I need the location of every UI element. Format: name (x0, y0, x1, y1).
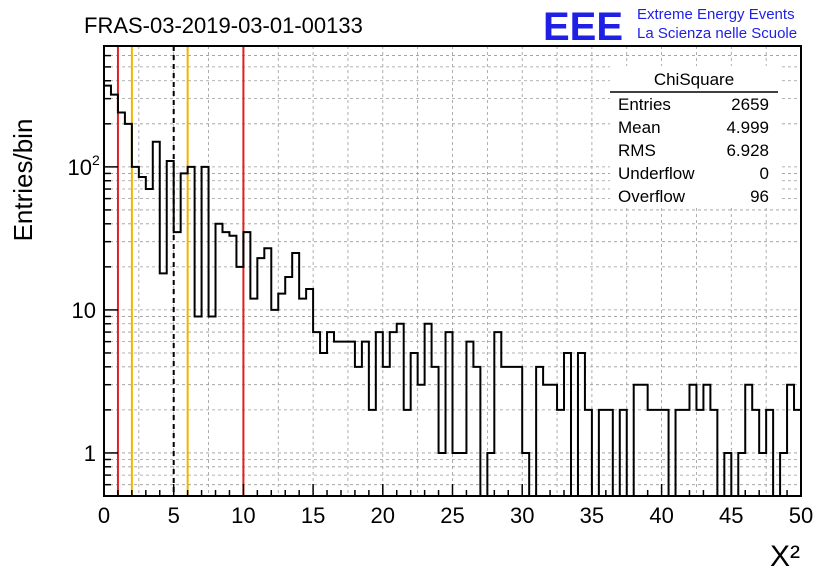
stats-row-label: Entries (618, 95, 671, 114)
x-tick-label: 40 (649, 503, 673, 528)
x-tick-label: 20 (371, 503, 395, 528)
stats-row-value: 4.999 (726, 118, 769, 137)
eee-logo: EEE Extreme Energy Events La Scienza nel… (543, 5, 797, 49)
stats-row-label: Mean (618, 118, 661, 137)
x-tick-label: 10 (231, 503, 255, 528)
y-tick-label: 10 (72, 298, 96, 323)
x-axis-label: X² (770, 540, 800, 572)
stats-box-bg (610, 66, 780, 206)
stats-row-value: 2659 (731, 95, 769, 114)
stats-box: ChiSquare Entries 2659 Mean 4.999 RMS 6.928 Un… (610, 66, 780, 206)
stats-row-label: RMS (618, 141, 656, 160)
x-tick-label: 35 (580, 503, 604, 528)
y-axis-label: Entries/bin (8, 119, 38, 242)
stats-row-label: Overflow (618, 187, 686, 206)
eee-logo-text: EEE (543, 5, 623, 49)
x-tick-label: 0 (98, 503, 110, 528)
histogram-bins (104, 84, 801, 497)
stats-row-value: 6.928 (726, 141, 769, 160)
marker-lines (116, 46, 245, 496)
stats-row-value: 96 (750, 187, 769, 206)
stats-row-value: 0 (760, 164, 769, 183)
x-tick-label: 5 (168, 503, 180, 528)
stats-row-label: Underflow (618, 164, 695, 183)
x-tick-label: 25 (440, 503, 464, 528)
x-tick-label: 50 (789, 503, 813, 528)
chart-title: FRAS-03-2019-03-01-00133 (84, 13, 363, 38)
stats-box-title: ChiSquare (654, 70, 734, 89)
histogram-outline (104, 84, 801, 497)
logo-line-2: La Scienza nelle Scuole (637, 25, 797, 42)
x-tick-label: 30 (510, 503, 534, 528)
x-ticks: 0 5 10 15 20 25 30 35 40 45 50 (98, 484, 813, 528)
stats-rows: Entries 2659 Mean 4.999 RMS 6.928 Underflow 0 Ov… (618, 95, 769, 206)
logo-line-1: Extreme Energy Events (637, 6, 795, 23)
y-tick-label: 1 (84, 441, 96, 466)
y-tick-label: 10 (68, 155, 92, 180)
x-tick-label: 45 (719, 503, 743, 528)
x-tick-label: 15 (301, 503, 325, 528)
y-tick-label-exponent: 2 (92, 152, 100, 168)
